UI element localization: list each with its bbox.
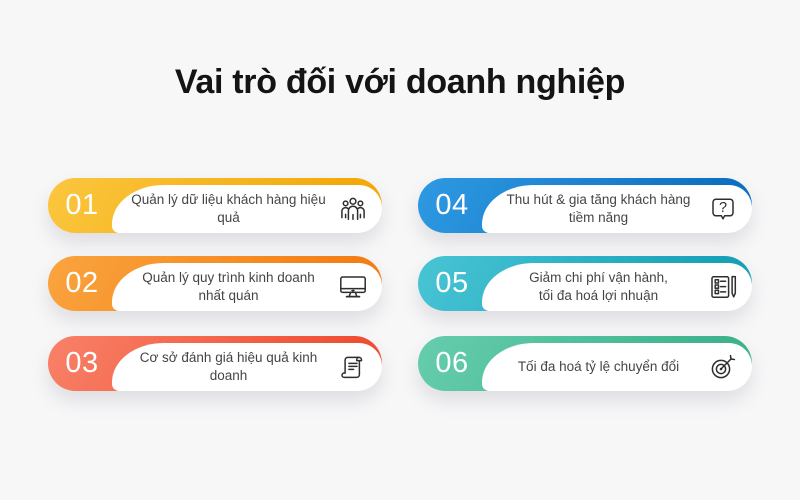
card-05-number: 05: [435, 267, 469, 299]
role-card-02: 02 Quản lý quy trình kinh doanh nhất quá…: [48, 256, 382, 311]
scroll-icon: [337, 351, 369, 383]
checklist-icon: [707, 271, 739, 303]
question-bubble-icon: ?: [707, 193, 739, 225]
card-01-text: Quản lý dữ liệu khách hàng hiệu quả: [131, 192, 326, 225]
monitor-icon: [337, 271, 369, 303]
team-icon: [337, 193, 369, 225]
svg-text:?: ?: [719, 200, 727, 216]
role-card-06: 06 Tối đa hoá tỷ lệ chuyển đổi: [418, 336, 752, 391]
card-01-number: 01: [65, 189, 99, 221]
card-02-text: Quản lý quy trình kinh doanh nhất quán: [142, 270, 315, 303]
role-card-03: 03 Cơ sở đánh giá hiệu quả kinh doanh: [48, 336, 382, 391]
target-icon: [707, 351, 739, 383]
card-04-number: 04: [435, 189, 469, 221]
page-title: Vai trò đối với doanh nghiệp: [174, 63, 626, 101]
card-01-body: Quản lý dữ liệu khách hàng hiệu quả: [112, 185, 382, 233]
card-03-text: Cơ sở đánh giá hiệu quả kinh doanh: [139, 350, 318, 383]
card-04-text: Thu hút & gia tăng khách hàng tiềm năng: [506, 192, 691, 225]
card-02-number: 02: [65, 267, 99, 299]
card-03-body: Cơ sở đánh giá hiệu quả kinh doanh: [112, 343, 382, 391]
card-05-body: Giảm chi phí vận hành, tối đa hoá lợi nh…: [482, 263, 752, 311]
card-06-number: 06: [435, 347, 469, 379]
card-06-body: Tối đa hoá tỷ lệ chuyển đổi: [482, 343, 752, 391]
role-card-04: 04 Thu hút & gia tăng khách hàng tiềm nă…: [418, 178, 752, 233]
role-card-01: 01 Quản lý dữ liệu khách hàng hiệu quả: [48, 178, 382, 233]
card-05-text: Giảm chi phí vận hành, tối đa hoá lợi nh…: [529, 270, 668, 303]
card-06-text: Tối đa hoá tỷ lệ chuyển đổi: [517, 359, 680, 375]
role-card-05: 05 Giảm chi phí vận hành, tối đa hoá lợi…: [418, 256, 752, 311]
card-03-number: 03: [65, 347, 99, 379]
card-02-body: Quản lý quy trình kinh doanh nhất quán: [112, 263, 382, 311]
card-04-body: Thu hút & gia tăng khách hàng tiềm năng …: [482, 185, 752, 233]
